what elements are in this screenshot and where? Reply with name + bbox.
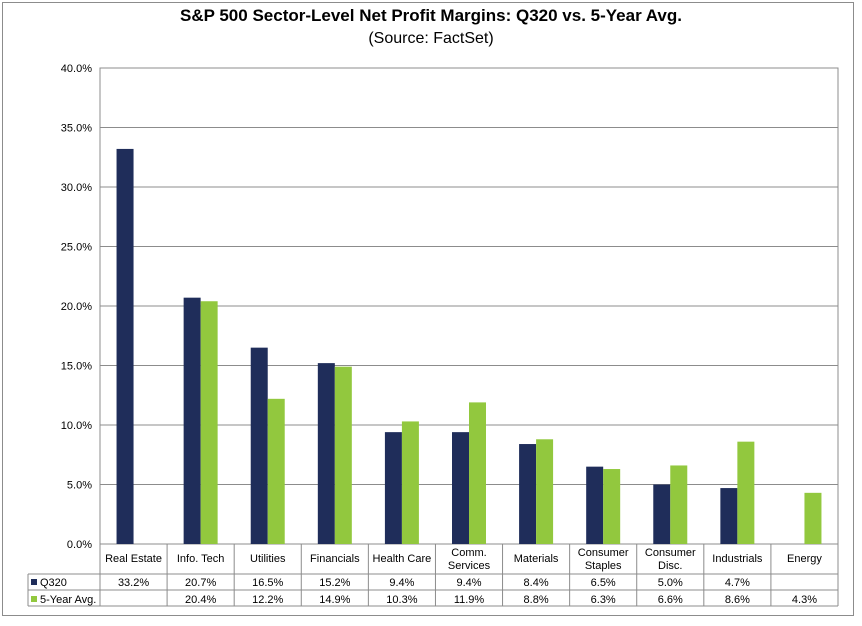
category-label: Financials — [310, 553, 360, 565]
bar-q320 — [183, 297, 201, 544]
category-label: Health Care — [373, 553, 432, 565]
bar-q320 — [720, 488, 738, 544]
legend-key-5yr-avg — [31, 596, 37, 602]
bar-5yr-avg — [334, 366, 352, 544]
category-label: Consumer — [645, 547, 696, 559]
data-label: 6.6% — [658, 594, 683, 606]
bar-q320 — [250, 347, 268, 544]
bar-5yr-avg — [200, 301, 218, 544]
data-label: 4.3% — [792, 594, 817, 606]
category-label: Materials — [514, 553, 559, 565]
bar-5yr-avg — [804, 492, 822, 544]
data-label: 33.2% — [118, 577, 149, 589]
data-label: 8.8% — [524, 594, 549, 606]
bar-q320 — [384, 432, 402, 544]
data-label: 12.2% — [252, 594, 283, 606]
data-label: 11.9% — [454, 594, 485, 606]
category-label: Disc. — [658, 560, 682, 572]
y-tick-label: 20.0% — [61, 301, 92, 313]
data-label: 16.5% — [252, 577, 283, 589]
data-label: 20.4% — [185, 594, 216, 606]
data-label: 6.5% — [591, 577, 616, 589]
bar-q320 — [519, 444, 537, 544]
bar-q320 — [653, 484, 671, 544]
data-label: 9.4% — [456, 577, 481, 589]
y-tick-label: 5.0% — [67, 480, 92, 492]
data-label: 6.3% — [591, 594, 616, 606]
bar-5yr-avg — [603, 469, 621, 544]
y-tick-label: 15.0% — [61, 361, 92, 373]
bar-5yr-avg — [737, 441, 755, 544]
data-label: 5.0% — [658, 577, 683, 589]
y-tick-label: 0.0% — [67, 539, 92, 551]
data-label: 8.6% — [725, 594, 750, 606]
bar-5yr-avg — [670, 465, 688, 544]
y-tick-label: 30.0% — [61, 182, 92, 194]
data-label: 4.7% — [725, 577, 750, 589]
category-label: Utilities — [250, 553, 286, 565]
bar-q320 — [452, 432, 469, 544]
bar-5yr-avg — [536, 439, 554, 544]
chart-frame — [2, 2, 854, 616]
chart-subtitle: (Source: FactSet) — [368, 30, 494, 47]
data-label: 14.9% — [319, 594, 350, 606]
data-label: 20.7% — [185, 577, 216, 589]
y-tick-label: 10.0% — [61, 420, 92, 432]
category-label: Comm. — [451, 547, 486, 559]
bar-q320 — [586, 466, 604, 544]
data-label: 10.3% — [386, 594, 417, 606]
category-label: Staples — [585, 560, 622, 572]
bar-5yr-avg — [401, 421, 419, 544]
bar-5yr-avg — [469, 402, 486, 544]
category-label: Consumer — [578, 547, 629, 559]
y-tick-label: 35.0% — [61, 123, 92, 135]
legend-key-q320 — [31, 579, 37, 585]
category-label: Info. Tech — [177, 553, 225, 565]
bar-q320 — [317, 363, 335, 544]
y-tick-label: 25.0% — [61, 242, 92, 254]
category-label: Energy — [787, 553, 822, 565]
chart-title: S&P 500 Sector-Level Net Profit Margins:… — [179, 6, 682, 25]
category-label: Industrials — [712, 553, 763, 565]
legend-label: 5-Year Avg. — [40, 594, 96, 606]
legend-label: Q320 — [40, 577, 67, 589]
bar-q320 — [116, 148, 134, 545]
y-tick-label: 40.0% — [61, 63, 92, 75]
bar-5yr-avg — [267, 398, 285, 544]
category-label: Real Estate — [105, 553, 162, 565]
data-label: 15.2% — [319, 577, 350, 589]
data-label: 8.4% — [524, 577, 549, 589]
category-label: Services — [448, 560, 491, 572]
data-label: 9.4% — [389, 577, 414, 589]
